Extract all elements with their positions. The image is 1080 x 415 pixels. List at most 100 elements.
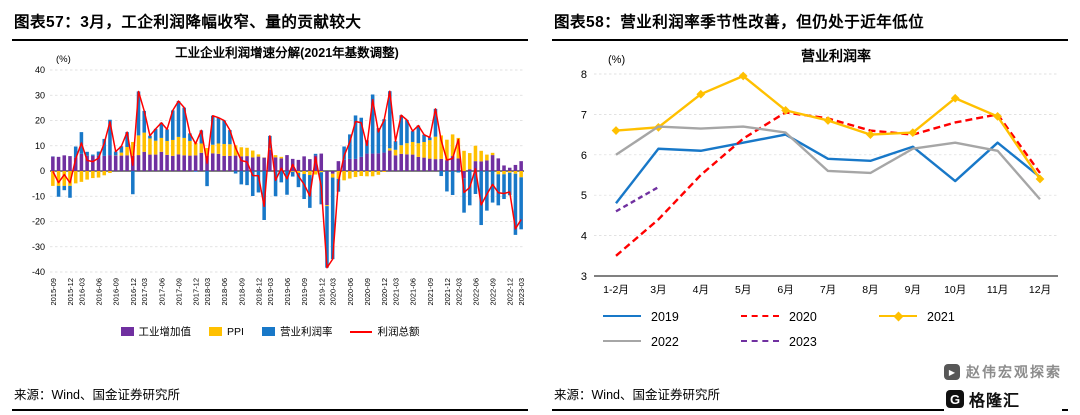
gelonghui-logo-icon: G: [946, 390, 964, 408]
gridlines: [594, 73, 1058, 236]
legend-swatch: [209, 327, 223, 336]
figure-58-panel: 图表58：营业利润率季节性改善，但仍处于近年低位 3 4 5 6 7 8 营业利润率 (%) 1…: [540, 0, 1080, 415]
svg-text:2020-09: 2020-09: [363, 278, 372, 306]
figure-57-title: 图表57：3月，工企利润降幅收窄、量的贡献较大: [12, 8, 528, 41]
svg-text:8: 8: [581, 69, 587, 81]
svg-text:10月: 10月: [944, 284, 966, 296]
figure-58-title: 图表58：营业利润率季节性改善，但仍处于近年低位: [552, 8, 1068, 41]
bar-series-营业利润率: [51, 91, 523, 268]
svg-text:2016-06: 2016-06: [95, 278, 104, 306]
svg-text:2020-03: 2020-03: [329, 278, 338, 306]
y-axis-labels: -40 -30 -20 -10 0 10 20 30 40: [32, 65, 45, 277]
legend-swatch: [603, 336, 641, 348]
svg-text:2018-03: 2018-03: [203, 278, 212, 306]
line-series-2019: [615, 133, 1041, 205]
gridlines: [50, 69, 524, 273]
svg-text:7月: 7月: [820, 284, 836, 296]
svg-text:-20: -20: [32, 217, 45, 227]
svg-text:9月: 9月: [905, 284, 921, 296]
svg-text:2018-12: 2018-12: [254, 278, 263, 306]
watermark-title-row: 赵伟宏观探索: [944, 362, 1062, 382]
figure-58-legend: 2019 2020 2021 2022 2023: [552, 310, 1068, 349]
svg-text:2017-06: 2017-06: [157, 278, 166, 306]
svg-text:6月: 6月: [777, 284, 793, 296]
svg-text:12月: 12月: [1029, 284, 1051, 296]
svg-text:4: 4: [581, 231, 587, 243]
svg-text:6: 6: [581, 150, 587, 162]
legend-swatch: [879, 311, 917, 323]
svg-text:0: 0: [40, 166, 45, 176]
legend-label: 2023: [789, 335, 817, 349]
x-axis-labels: 1-2月 3月 4月 5月 6月 7月 8月 9月 10月 11月 12月: [603, 284, 1051, 296]
figure-57-source: 来源：Wind、国金证券研究所: [12, 384, 528, 411]
svg-text:2019-12: 2019-12: [317, 278, 326, 306]
svg-text:20: 20: [35, 116, 45, 126]
operating-margin-chart: 3 4 5 6 7 8 营业利润率 (%) 1-2月 3月 4月 5月 6月 7月 8月 9月 10月 11月 12…: [581, 48, 1058, 296]
legend-swatch: [350, 330, 373, 333]
svg-text:2017-12: 2017-12: [192, 278, 201, 306]
bar-series-PPI: [51, 132, 523, 207]
svg-text:8月: 8月: [862, 284, 878, 296]
svg-text:2022-09: 2022-09: [489, 278, 498, 306]
legend-item-营业利润率: 营业利润率: [261, 324, 333, 339]
legend-label: 利润总额: [377, 326, 420, 338]
figure-58-source: 来源：Wind、国金证券研究所: [552, 384, 1068, 411]
svg-text:2015-12: 2015-12: [66, 278, 75, 306]
legend-item-PPI: PPI: [209, 326, 244, 338]
svg-text:2020-12: 2020-12: [380, 278, 389, 306]
svg-text:-10: -10: [32, 191, 45, 201]
svg-text:2022-06: 2022-06: [471, 278, 480, 306]
total-profit-line: [52, 90, 522, 269]
svg-text:2015-09: 2015-09: [49, 278, 58, 306]
watermark-play-icon: [944, 364, 960, 380]
svg-text:2022-12: 2022-12: [506, 278, 515, 306]
legend-item-工业增加值: 工业增加值: [120, 324, 192, 339]
svg-text:2017-09: 2017-09: [174, 278, 183, 306]
svg-text:2021-12: 2021-12: [443, 278, 452, 306]
svg-text:2022-03: 2022-03: [454, 278, 463, 306]
x-axis-labels: 2015-09 2015-12 2016-03 2016-06 2016-09 2016-…: [49, 278, 526, 306]
legend-label: 2022: [651, 335, 679, 349]
svg-text:-30: -30: [32, 242, 45, 252]
line-series-2020: [615, 111, 1041, 257]
svg-text:2016-12: 2016-12: [129, 278, 138, 306]
svg-text:2017-03: 2017-03: [140, 278, 149, 306]
svg-text:40: 40: [35, 65, 45, 75]
svg-text:2020-06: 2020-06: [346, 278, 355, 306]
chart-title: 工业企业利润增速分解(2021年基数调整): [175, 45, 399, 60]
svg-text:11月: 11月: [987, 284, 1008, 296]
svg-text:2018-09: 2018-09: [237, 278, 246, 306]
svg-text:-40: -40: [32, 267, 45, 277]
svg-text:2018-06: 2018-06: [220, 278, 229, 306]
y-axis-unit: (%): [608, 54, 625, 66]
svg-text:2019-06: 2019-06: [283, 278, 292, 306]
line-series-2023: [615, 186, 659, 213]
figure-57-legend: 工业增加值 PPI 营业利润率 利润总额: [12, 324, 528, 339]
y-axis-labels: 3 4 5 6 7 8: [581, 69, 587, 283]
figure-57-panel: 图表57：3月，工企利润降幅收窄、量的贡献较大 -40 -30 -20 -10 0 10 2…: [12, 8, 528, 411]
svg-text:7: 7: [581, 109, 587, 121]
svg-text:3: 3: [581, 271, 587, 283]
profit-decomposition-chart: -40 -30 -20 -10 0 10 20 30 40 工业企业利润增速分解(2021年基数调…: [32, 45, 526, 306]
legend-item-2021: 2021: [879, 310, 1017, 324]
svg-text:30: 30: [35, 90, 45, 100]
svg-text:2019-03: 2019-03: [266, 278, 275, 306]
watermark: 赵伟宏观探索 G 格隆汇: [944, 362, 1062, 413]
svg-text:2021-09: 2021-09: [426, 278, 435, 306]
legend-item-2023: 2023: [741, 335, 879, 349]
legend-label: 工业增加值: [138, 326, 192, 338]
line-series-2022: [615, 125, 1041, 201]
y-axis-unit: (%): [56, 54, 71, 65]
legend-label: 营业利润率: [279, 326, 333, 338]
svg-text:5: 5: [581, 190, 587, 202]
gelonghui-logo-text: 格隆汇: [969, 393, 1021, 410]
svg-text:2019-09: 2019-09: [300, 278, 309, 306]
legend-label: 2020: [789, 310, 817, 324]
watermark-logo-row: G 格隆汇: [944, 385, 1062, 413]
svg-text:2021-06: 2021-06: [409, 278, 418, 306]
svg-text:4月: 4月: [693, 284, 709, 296]
svg-text:2016-09: 2016-09: [112, 278, 121, 306]
legend-label: 2021: [927, 310, 955, 324]
svg-text:2021-03: 2021-03: [392, 278, 401, 306]
